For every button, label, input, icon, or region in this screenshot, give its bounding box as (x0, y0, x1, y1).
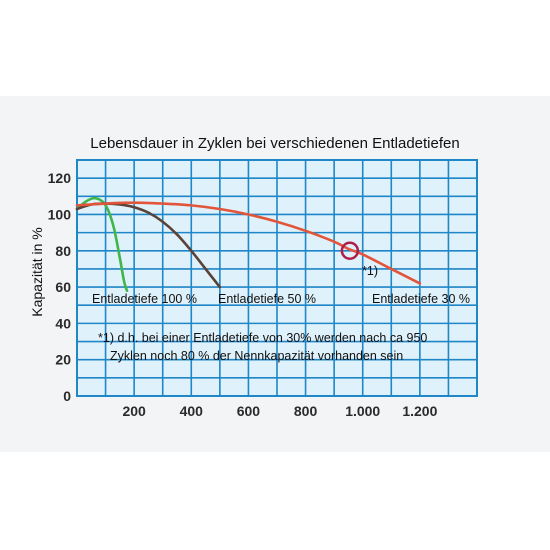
annotation-line-1: *1) d.h. bei einer Entladetiefe von 30% … (98, 331, 427, 345)
y-tick-label: 100 (48, 206, 72, 222)
series-label-100: Entladetiefe 100 % (92, 292, 197, 306)
marker-label: *1) (362, 264, 378, 278)
y-tick-label: 40 (55, 315, 71, 331)
series-line (75, 196, 129, 293)
x-tick-label: 1.200 (402, 403, 437, 419)
series-line (75, 201, 422, 285)
x-tick-label: 1.000 (345, 403, 380, 419)
y-tick-label: 20 (55, 352, 71, 368)
x-tick-label: 400 (180, 403, 204, 419)
x-tick-label: 200 (122, 403, 146, 419)
chart-title: Lebensdauer in Zyklen bei verschiedenen … (90, 135, 459, 152)
annotation-line-2: Zyklen noch 80 % der Nennkapazität vorha… (110, 349, 403, 363)
series-label-50: Entladetiefe 50 % (218, 292, 316, 306)
y-tick-label: 0 (63, 388, 71, 404)
x-tick-label: 600 (237, 403, 261, 419)
y-tick-labels: 0 20 40 60 80 100 120 (48, 170, 72, 404)
y-tick-label: 80 (55, 243, 71, 259)
highlight-marker-circle (340, 241, 360, 261)
data-series (75, 196, 422, 293)
y-tick-label: 120 (48, 170, 72, 186)
series-label-30: Entladetiefe 30 % (372, 292, 470, 306)
grid-lines (77, 160, 477, 396)
x-tick-label: 800 (294, 403, 318, 419)
x-tick-labels: 200 400 600 800 1.000 1.200 (122, 403, 437, 419)
y-tick-label: 60 (55, 279, 71, 295)
y-axis-label: Kapazität in % (29, 227, 45, 317)
